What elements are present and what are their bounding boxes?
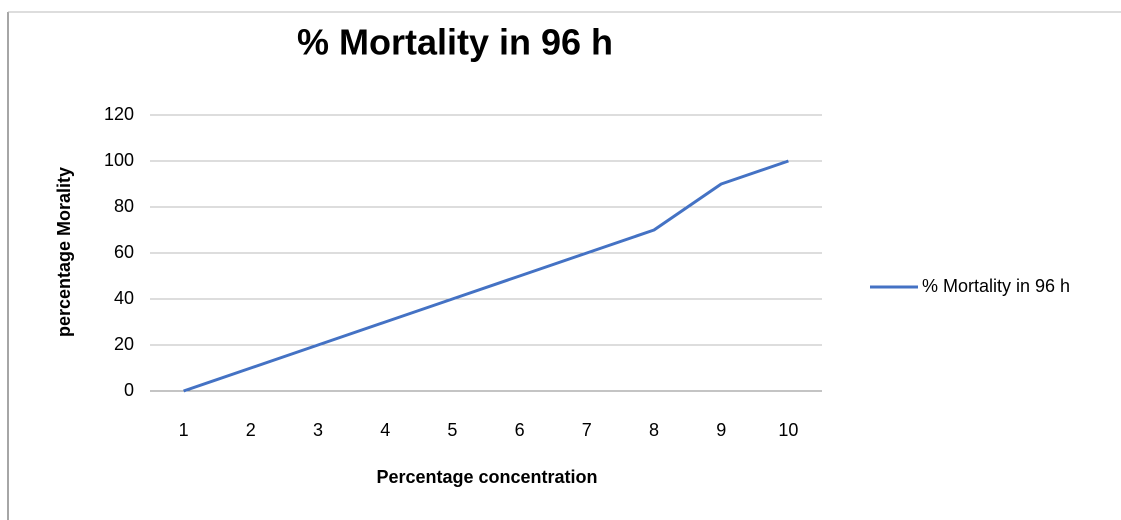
x-axis-title: Percentage concentration	[376, 467, 597, 487]
y-tick-label: 80	[114, 196, 134, 216]
y-tick-label: 60	[114, 242, 134, 262]
y-tick-label: 20	[114, 334, 134, 354]
y-tick-label: 0	[124, 380, 134, 400]
y-tick-label: 100	[104, 150, 134, 170]
x-tick-label: 2	[246, 420, 256, 440]
legend-label: % Mortality in 96 h	[922, 276, 1070, 296]
x-tick-label: 3	[313, 420, 323, 440]
y-tick-label: 120	[104, 104, 134, 124]
x-tick-label: 5	[447, 420, 457, 440]
x-tick-label: 7	[582, 420, 592, 440]
y-tick-label: 40	[114, 288, 134, 308]
x-tick-label: 4	[380, 420, 390, 440]
x-tick-label: 6	[515, 420, 525, 440]
chart-title: % Mortality in 96 h	[297, 22, 613, 63]
x-tick-label: 1	[179, 420, 189, 440]
y-axis-title: percentage Morality	[54, 167, 74, 337]
x-tick-label: 8	[649, 420, 659, 440]
x-tick-label: 9	[716, 420, 726, 440]
line-series	[183, 159, 789, 393]
x-tick-label: 10	[778, 420, 798, 440]
